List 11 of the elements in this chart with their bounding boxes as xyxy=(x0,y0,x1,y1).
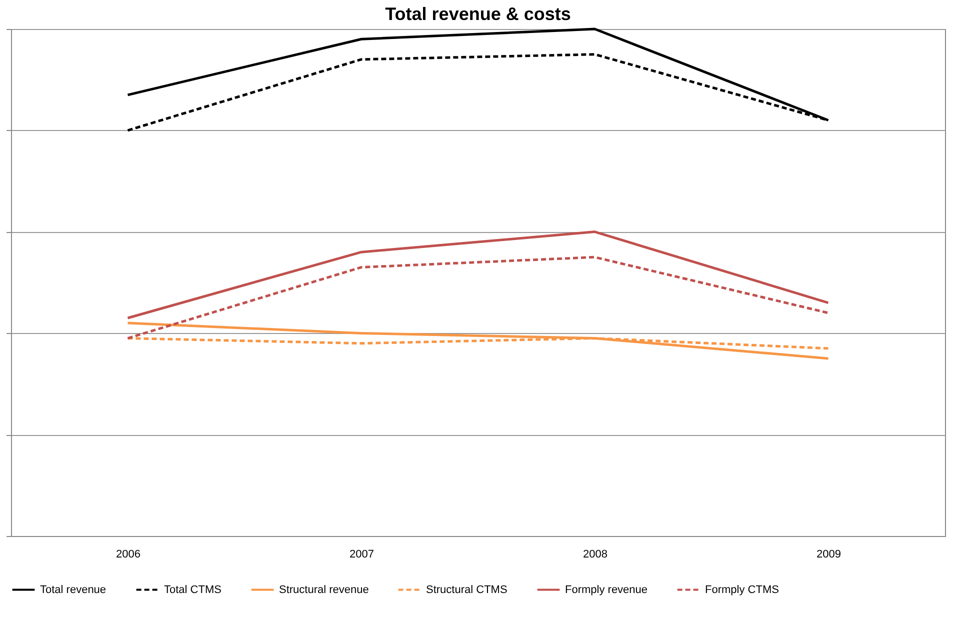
x-tick-label: 2009 xyxy=(816,548,841,560)
legend-label: Formply revenue xyxy=(565,584,648,596)
x-tick-label: 2007 xyxy=(350,548,374,560)
x-tick-label: 2008 xyxy=(583,548,608,560)
legend-label: Structural revenue xyxy=(279,584,369,596)
legend-label: Total revenue xyxy=(40,584,106,596)
legend-label: Total CTMS xyxy=(164,584,222,596)
chart-title: Total revenue & costs xyxy=(385,4,571,24)
x-tick-label: 2006 xyxy=(116,548,140,560)
legend-label: Structural CTMS xyxy=(426,584,508,596)
legend-label: Formply CTMS xyxy=(705,584,779,596)
